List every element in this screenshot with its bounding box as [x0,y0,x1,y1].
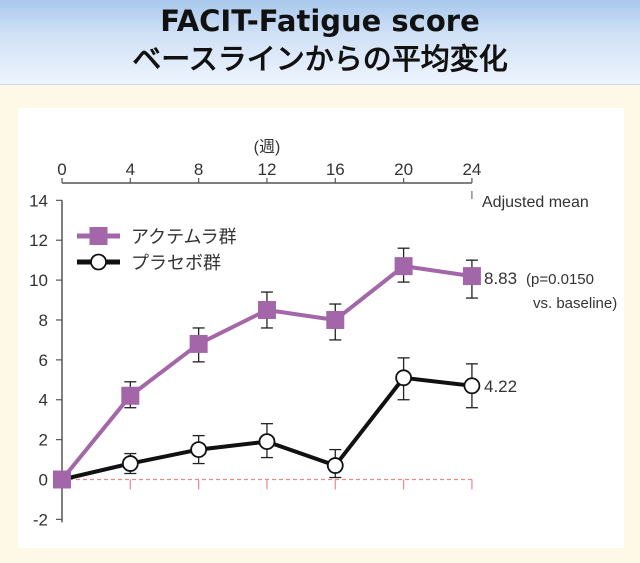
y-tick-label: 6 [39,351,48,370]
data-point-square [394,257,413,276]
legend-label-placebo: プラセボ群 [131,253,221,273]
header-banner: FACIT-Fatigue score ベースラインからの平均変化 [0,0,640,85]
y-tick-label: 8 [39,311,48,330]
y-tick-label: 2 [39,431,48,450]
legend-marker-square [89,227,108,245]
y-tick-label: 4 [39,391,48,410]
data-point-circle [326,457,344,474]
end-value-label: 8.83 [484,269,517,288]
x-tick-label: 24 [462,160,481,179]
y-tick-label: 0 [39,471,48,490]
x-tick-label: 4 [126,160,135,179]
baseline-annotation: vs. baseline) [533,295,617,312]
x-tick-label: 0 [57,160,66,179]
x-tick-label: 12 [257,160,276,179]
legend-marker-circle [90,253,107,271]
data-point-circle [190,441,208,458]
legend-label-actemra: アクテムラ群 [131,227,237,247]
data-point-square [462,267,481,286]
y-tick-label: -2 [33,510,48,529]
end-value-label: 4.22 [484,377,517,396]
p-value-annotation: (p=0.0150 [526,271,594,288]
x-tick-label: 16 [326,160,345,179]
adjusted-mean-label: Adjusted mean [482,194,589,211]
chart-panel: -2 0 2 4 6 8 10 12 14 0 4 8 12 16 20 24 (週) Adjusted mean… [18,108,624,548]
data-point-square [121,386,140,405]
data-point-square [189,334,208,353]
y-tick-label: 12 [29,231,48,250]
chart-title: FACIT-Fatigue score [160,4,480,38]
data-point-circle [395,369,413,387]
data-point-square [326,310,345,329]
x-unit-label: (週) [254,138,281,156]
y-tick-label: 14 [29,191,48,210]
data-point-circle [121,455,139,472]
data-point-circle [463,377,481,395]
x-tick-label: 20 [394,160,413,179]
chart-subtitle: ベースラインからの平均変化 [132,42,508,76]
data-point-circle [258,433,276,451]
y-tick-label: 10 [29,271,48,290]
data-point-square [257,301,276,320]
data-point-square [53,470,71,489]
x-tick-label: 8 [194,160,203,179]
